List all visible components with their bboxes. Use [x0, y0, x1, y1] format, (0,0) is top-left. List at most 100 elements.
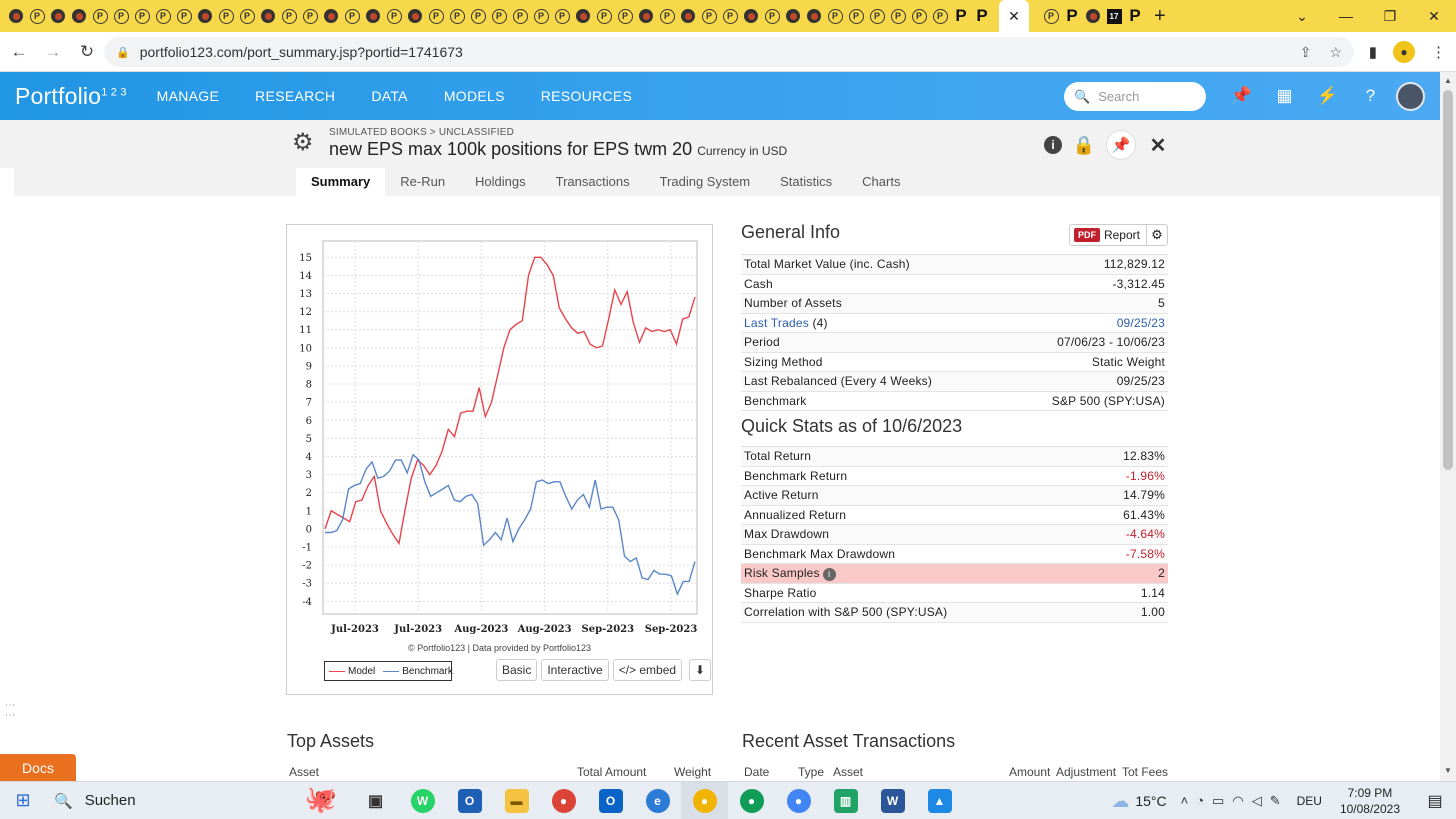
info-icon[interactable]: i [1044, 136, 1062, 154]
info-icon[interactable]: i [822, 567, 836, 581]
bookmark-star-icon[interactable]: ☆ [1329, 43, 1342, 60]
taskbar-clock[interactable]: 7:09 PM 10/08/2023 [1340, 785, 1400, 817]
tray-overflow-icon[interactable]: ˄ [1180, 793, 1189, 808]
browser-tab-favicon[interactable]: P [237, 0, 257, 32]
task-view-icon[interactable]: ▣ [367, 792, 384, 810]
user-avatar[interactable] [1396, 82, 1425, 111]
browser-tab-favicon[interactable]: P [111, 0, 131, 32]
chrome-profile-2-icon[interactable]: ● [728, 782, 775, 819]
download-icon[interactable]: ⬇ [689, 659, 712, 681]
chrome-icon[interactable]: ● [540, 782, 587, 819]
network-icon[interactable]: ◔ [1196, 793, 1205, 808]
new-tab-button[interactable]: + [1154, 4, 1166, 27]
chrome-profile-icon[interactable]: ● [681, 781, 728, 819]
browser-tab-favicon[interactable]: P [216, 0, 236, 32]
tab-search-icon[interactable]: ⌄ [1296, 7, 1308, 24]
whatsapp-icon[interactable]: W [399, 782, 446, 819]
browser-tab-favicon[interactable]: P [174, 0, 194, 32]
drag-handle[interactable]: ⋮⋮ [4, 700, 15, 720]
browser-tab-favicon[interactable] [783, 0, 803, 32]
browser-tab-favicon[interactable]: P [300, 0, 320, 32]
chart-app-icon[interactable]: ▥ [822, 782, 869, 819]
battery-icon[interactable]: ▭ [1212, 793, 1225, 808]
browser-tab-favicon[interactable] [1083, 0, 1103, 32]
browser-tab-favicon[interactable] [69, 0, 89, 32]
column-header-tot-fees[interactable]: Tot Fees [1122, 765, 1169, 779]
browser-tab-favicon[interactable]: P [888, 0, 908, 32]
browser-tab-favicon[interactable]: P [1125, 0, 1145, 32]
nav-manage[interactable]: MANAGE [156, 88, 220, 104]
pin-icon[interactable]: 📌 [1106, 130, 1136, 160]
scroll-down-icon[interactable]: ▼ [1444, 766, 1452, 775]
browser-tab-favicon[interactable]: P [90, 0, 110, 32]
legend-item-benchmark[interactable]: Benchmark [383, 666, 453, 677]
minimize-icon[interactable]: — [1339, 8, 1353, 24]
browser-tab-favicon[interactable]: P [762, 0, 782, 32]
legend-item-model[interactable]: Model [329, 666, 375, 677]
settings-gear-icon[interactable]: ⚙ [292, 129, 314, 156]
help-icon[interactable]: ? [1365, 86, 1376, 105]
browser-tab-favicon[interactable] [195, 0, 215, 32]
report-label[interactable]: Report [1104, 225, 1147, 245]
column-header-type[interactable]: Type [798, 765, 825, 779]
tab-charts[interactable]: Charts [862, 174, 901, 189]
browser-tab-favicon[interactable]: P [342, 0, 362, 32]
browser-tab-favicon[interactable]: P [867, 0, 887, 32]
tab-rerun[interactable]: Re-Run [400, 174, 446, 189]
reload-icon[interactable]: ↻ [79, 41, 95, 61]
nav-data[interactable]: DATA [371, 88, 408, 104]
close-window-icon[interactable]: ✕ [1428, 7, 1440, 24]
logo-text[interactable]: Portfolio [15, 82, 102, 109]
nav-models[interactable]: MODELS [443, 88, 505, 104]
breadcrumb[interactable]: SIMULATED BOOKS > UNCLASSIFIED [329, 127, 515, 138]
tab-transactions[interactable]: Transactions [555, 174, 630, 189]
browser-tab-favicon[interactable] [636, 0, 656, 32]
file-explorer-icon[interactable]: ▬ [493, 782, 540, 819]
pen-icon[interactable]: ✎ [1269, 793, 1281, 808]
browser-tab-favicon[interactable]: P [720, 0, 740, 32]
pdf-report-button[interactable]: PDF Report ⚙ [1068, 224, 1168, 246]
browser-tab-favicon[interactable]: P [552, 0, 572, 32]
last-trades-link[interactable]: Last Trades [744, 315, 809, 330]
browser-tab-favicon[interactable] [48, 0, 68, 32]
apps-grid-icon[interactable]: ▦ [1276, 86, 1293, 105]
browser-tab-favicon[interactable]: P [930, 0, 950, 32]
scroll-up-icon[interactable]: ▲ [1444, 76, 1452, 85]
sidebar-icon[interactable]: ▮ [1368, 44, 1377, 61]
browser-tab-favicon[interactable] [405, 0, 425, 32]
scrollbar-thumb[interactable] [1443, 90, 1453, 470]
browser-tab-favicon[interactable]: P [531, 0, 551, 32]
column-header-weight[interactable]: Weight [674, 765, 712, 779]
octopus-search-highlight-icon[interactable]: 🐙 [304, 783, 338, 814]
share-icon[interactable]: ⇪ [1299, 43, 1312, 60]
close-tab-icon[interactable]: ✕ [1008, 7, 1020, 24]
taskbar-search[interactable]: 🔍 Suchen [46, 782, 306, 819]
column-header-adjustment[interactable]: Adjustment [1056, 765, 1117, 779]
outlook-calendar-icon[interactable]: O [446, 782, 493, 819]
tab-holdings[interactable]: Holdings [475, 174, 526, 189]
weather-widget[interactable]: ☁ 15°C [1111, 791, 1166, 812]
browser-tab-favicon[interactable]: P [1041, 0, 1061, 32]
browser-tab-favicon[interactable]: P [846, 0, 866, 32]
wifi-icon[interactable]: ◠ [1232, 793, 1244, 808]
browser-tab-favicon[interactable]: P [825, 0, 845, 32]
browser-tab-favicon[interactable]: P [279, 0, 299, 32]
chrome-profile-3-icon[interactable]: ● [775, 782, 822, 819]
page-scrollbar[interactable]: ▲ ▼ [1440, 72, 1456, 781]
forward-icon[interactable]: → [44, 41, 62, 61]
browser-tab-favicon[interactable]: P [1062, 0, 1082, 32]
close-icon[interactable]: ✕ [1149, 134, 1167, 157]
browser-tab-favicon[interactable]: P [657, 0, 677, 32]
browser-tab-favicon[interactable]: P [132, 0, 152, 32]
nav-research[interactable]: RESEARCH [255, 88, 336, 104]
url-field[interactable]: 🔒 portfolio123.com/port_summary.jsp?port… [104, 37, 1354, 67]
back-icon[interactable]: ← [10, 41, 28, 61]
input-language[interactable]: DEU [1296, 794, 1322, 808]
browser-tab-favicon[interactable] [363, 0, 383, 32]
browser-tab-favicon[interactable]: P [594, 0, 614, 32]
browser-tab-favicon[interactable]: P [384, 0, 404, 32]
active-browser-tab[interactable]: ✕ [999, 0, 1029, 32]
browser-tab-favicon[interactable] [6, 0, 26, 32]
browser-tab-favicon[interactable]: P [699, 0, 719, 32]
